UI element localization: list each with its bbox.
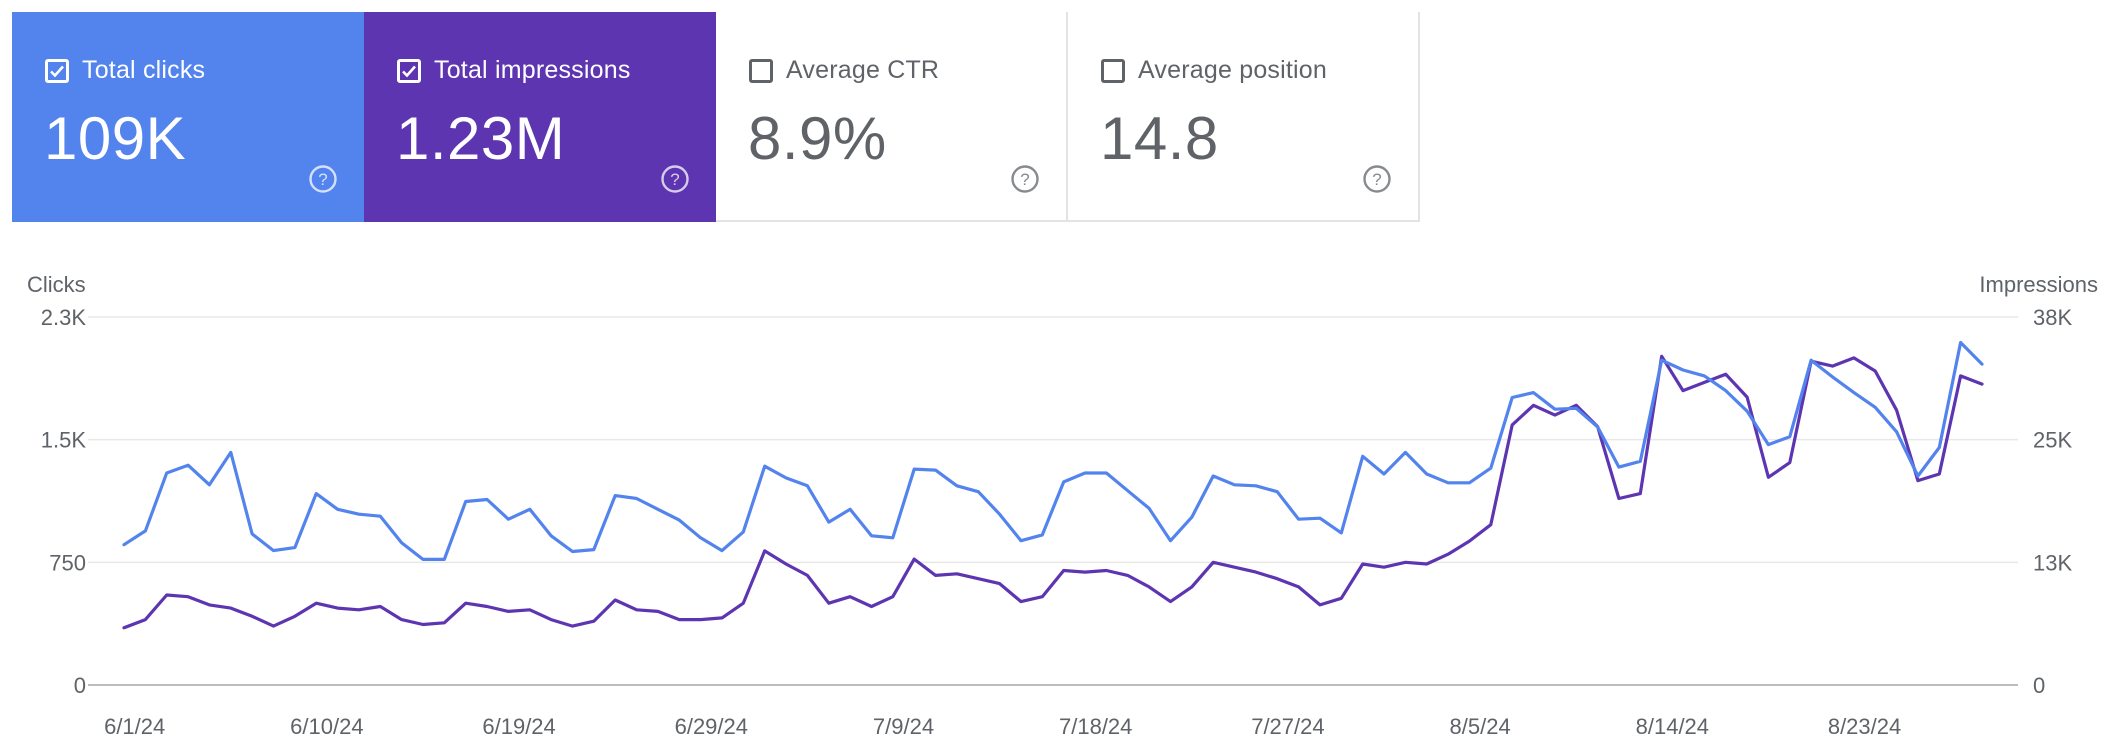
help-icon[interactable]: ?	[1362, 164, 1392, 194]
metric-cards: Total clicks 109K ? Total impressions 1.…	[12, 12, 1420, 222]
grid-lines	[88, 316, 2018, 686]
help-icon[interactable]: ?	[308, 164, 338, 194]
series-lines	[122, 340, 1984, 630]
x-axis-tick-label: 7/27/24	[1251, 714, 1324, 739]
right-axis-title: Impressions	[1979, 272, 2098, 297]
x-axis-tick-label: 6/29/24	[675, 714, 748, 739]
svg-text:?: ?	[318, 170, 327, 189]
help-icon[interactable]: ?	[660, 164, 690, 194]
svg-text:?: ?	[1372, 170, 1381, 189]
clicks-series-line	[122, 354, 1984, 630]
left-axis-title: Clicks	[27, 272, 86, 297]
svg-text:?: ?	[1020, 170, 1029, 189]
card-label: Average CTR	[786, 56, 940, 84]
x-axis-tick-label: 7/9/24	[873, 714, 934, 739]
x-axis-tick-label: 6/10/24	[290, 714, 363, 739]
average-position-card[interactable]: Average position 14.8 ?	[1068, 12, 1420, 222]
total-clicks-card[interactable]: Total clicks 109K ?	[12, 12, 364, 222]
x-axis-tick-label: 8/5/24	[1450, 714, 1511, 739]
impressions-series-line	[122, 340, 1984, 561]
right-axis-tick-label: 25K	[2033, 428, 2072, 453]
x-axis-tick-label: 7/18/24	[1059, 714, 1132, 739]
card-label: Total impressions	[434, 56, 631, 84]
left-axis-tick-label: 0	[74, 673, 86, 698]
x-axis-tick-label: 8/23/24	[1828, 714, 1901, 739]
checkbox-icon[interactable]	[749, 58, 773, 83]
card-value: 1.23M	[396, 105, 566, 172]
checkbox-icon[interactable]	[1101, 58, 1125, 83]
card-header: Total clicks	[45, 56, 205, 85]
x-axis-tick-label: 6/1/24	[104, 714, 165, 739]
performance-chart: Clicks Impressions 0 0 750 13K 1.5K 25K 2.3K 38…	[27, 272, 2098, 739]
card-header: Total impressions	[397, 56, 631, 85]
right-axis-tick-label: 13K	[2033, 550, 2072, 575]
axis-ticks: 0 0 750 13K 1.5K 25K 2.3K 38K 6/1/24 6/10/24 6/19/…	[41, 305, 2073, 739]
svg-text:?: ?	[670, 170, 679, 189]
card-value: 8.9%	[748, 105, 887, 172]
left-axis-tick-label: 750	[49, 550, 86, 575]
card-header: Average position	[1101, 56, 1327, 85]
x-axis-tick-label: 6/19/24	[482, 714, 555, 739]
right-axis-tick-label: 0	[2033, 673, 2045, 698]
checkbox-icon[interactable]	[397, 58, 421, 83]
left-axis-tick-label: 2.3K	[41, 305, 87, 330]
card-label: Average position	[1138, 56, 1327, 84]
checkbox-icon[interactable]	[45, 58, 69, 83]
card-label: Total clicks	[82, 56, 206, 84]
total-impressions-card[interactable]: Total impressions 1.23M ?	[364, 12, 716, 222]
card-value: 109K	[44, 105, 187, 172]
help-icon[interactable]: ?	[1010, 164, 1040, 194]
x-axis-tick-label: 8/14/24	[1636, 714, 1709, 739]
right-axis-tick-label: 38K	[2033, 305, 2072, 330]
left-axis-tick-label: 1.5K	[41, 428, 87, 453]
card-header: Average CTR	[749, 56, 939, 85]
average-ctr-card[interactable]: Average CTR 8.9% ?	[716, 12, 1068, 222]
card-value: 14.8	[1100, 105, 1219, 172]
